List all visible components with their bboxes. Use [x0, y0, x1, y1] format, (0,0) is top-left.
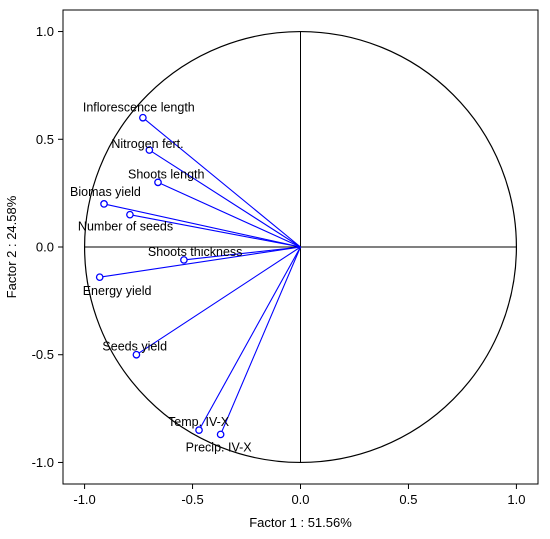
variable-label: Number of seeds: [78, 220, 173, 234]
y-axis-title: Factor 2 : 24.58%: [4, 195, 19, 298]
loading-vector: [157, 181, 301, 248]
y-tick-label: -1.0: [32, 455, 54, 470]
x-tick-label: 1.0: [507, 492, 525, 507]
loading-point: [126, 210, 134, 219]
loading-vector: [149, 149, 301, 248]
loading-point: [145, 146, 154, 154]
y-tick-label: 0.5: [36, 132, 54, 147]
loading-vector: [129, 214, 301, 248]
variable-label: Temp. IV-X: [168, 415, 230, 429]
variable-label: Biomas yield: [70, 185, 141, 199]
variable-label: Nitrogen fert.: [111, 137, 183, 151]
variable-label: Precip. IV-X: [186, 440, 253, 454]
x-tick-label: -0.5: [181, 492, 203, 507]
loading-point: [154, 178, 162, 187]
variable-label: Inflorescence length: [83, 101, 195, 115]
loading-vector: [136, 246, 301, 356]
loading-point: [180, 256, 188, 264]
loading-vector: [183, 246, 301, 261]
loading-point: [139, 113, 147, 122]
variable-label: Energy yield: [83, 284, 152, 298]
loading-vector: [220, 246, 302, 435]
loading-vector: [198, 246, 301, 431]
variable-label: Seeds yield: [102, 340, 167, 354]
loading-point: [195, 426, 203, 434]
loading-point: [95, 273, 104, 282]
y-tick-label: 0.0: [36, 240, 54, 255]
loading-vector: [103, 203, 301, 248]
loading-point: [132, 350, 141, 359]
loading-point: [100, 200, 108, 208]
loading-point: [216, 430, 225, 439]
x-tick-label: 0.0: [291, 492, 309, 507]
x-tick-label: 0.5: [399, 492, 417, 507]
loading-vector: [99, 246, 301, 278]
x-axis-title: Factor 1 : 51.56%: [249, 515, 352, 530]
variable-label: Shoots length: [128, 167, 204, 181]
variable-label: Shoots thickness: [148, 245, 243, 259]
loading-vector: [142, 117, 301, 248]
y-tick-label: 1.0: [36, 24, 54, 39]
y-tick-label: -0.5: [32, 347, 54, 362]
x-tick-label: -1.0: [73, 492, 95, 507]
